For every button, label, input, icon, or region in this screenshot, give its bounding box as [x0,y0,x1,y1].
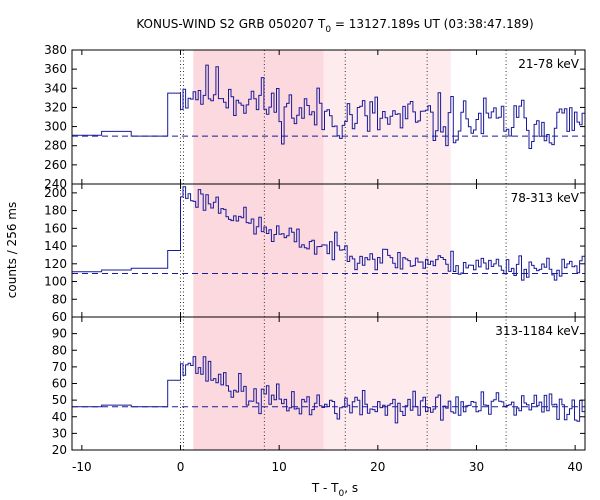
x-tick-label: 40 [567,460,582,474]
energy-band-label-2: 78-313 keV [511,191,580,205]
light-curves [72,64,585,424]
y-tick-label: 40 [52,410,67,424]
y-tick-label: 180 [44,204,67,218]
y-tick-label: 140 [44,239,67,253]
light-curve-3 [72,356,585,424]
y-tick-label: 30 [52,426,67,440]
y-tick-label: 90 [52,327,67,341]
x-tick-label: 30 [469,460,484,474]
y-tick-label: 320 [44,100,67,114]
y-tick-label: 120 [44,257,67,271]
y-tick-label: 360 [44,62,67,76]
y-tick-label: 20 [52,443,67,457]
y-tick-label: 60 [52,310,67,324]
y-tick-label: 300 [44,120,67,134]
y-tick-label: 50 [52,393,67,407]
y-tick-label: 70 [52,360,67,374]
x-tick-label: -10 [72,460,92,474]
y-tick-label: 380 [44,43,67,57]
chart-title: KONUS-WIND S2 GRB 050207 T0 = 13127.189s… [136,17,533,35]
y-tick-label: 260 [44,158,67,172]
y-tick-label: 60 [52,377,67,391]
y-tick-label: 280 [44,139,67,153]
y-tick-label: 240 [44,177,67,191]
y-tick-label: 200 [44,186,67,200]
energy-band-label-3: 313-1184 keV [495,324,579,338]
energy-band-label-1: 21-78 keV [518,57,580,71]
x-tick-label: 20 [370,460,385,474]
y-tick-label: 80 [52,343,67,357]
y-tick-label: 340 [44,81,67,95]
y-tick-label: 160 [44,221,67,235]
y-tick-label: 80 [52,292,67,306]
light-curve-2 [72,186,585,281]
x-axis-label: T - T0, s [311,481,358,499]
x-tick-label: 0 [177,460,185,474]
y-tick-label: 100 [44,275,67,289]
x-tick-label: 10 [272,460,287,474]
y-axis-label: counts / 256 ms [5,202,19,298]
light-curve-1 [72,64,585,149]
